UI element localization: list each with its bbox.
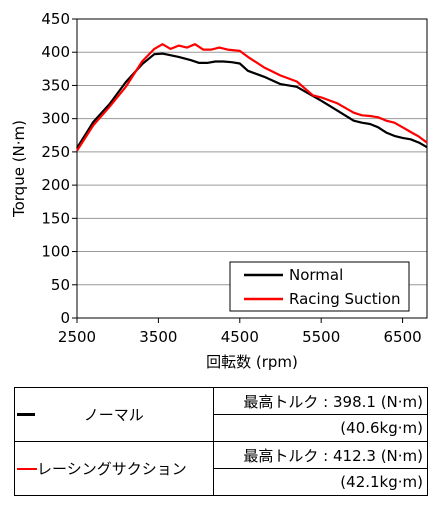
y-tick-label-400: 400 bbox=[41, 43, 70, 61]
series-lines bbox=[76, 43, 428, 152]
legend: Normal Racing Suction bbox=[229, 261, 410, 312]
red-line-icon bbox=[17, 467, 37, 470]
table-row: ノーマル 最高トルク : 398.1 (N·m) bbox=[14, 387, 429, 442]
max-torque-racing-suction: 最高トルク : 412.3 (N·m) bbox=[212, 441, 429, 469]
x-tick-label-3500: 3500 bbox=[139, 328, 177, 346]
series-name-normal: ノーマル bbox=[83, 406, 144, 424]
table-row: レーシングサクション 最高トルク : 412.3 (N·m) bbox=[14, 441, 429, 496]
spec-table: ノーマル 最高トルク : 398.1 (N·m) (40.6kg·m) レーシン… bbox=[14, 387, 429, 496]
y-tick-label-250: 250 bbox=[41, 143, 70, 161]
table-row: (40.6kg·m) bbox=[15, 414, 429, 442]
table-row: (42.1kg·m) bbox=[15, 468, 429, 496]
black-line-icon bbox=[17, 413, 35, 416]
legend-label-normal: Normal bbox=[289, 266, 343, 284]
x-axis-title: 回転数 (rpm) bbox=[206, 353, 298, 371]
series-cell-racing-suction: レーシングサクション bbox=[14, 441, 214, 496]
y-tick-label-200: 200 bbox=[41, 176, 70, 194]
y-tick-label-150: 150 bbox=[41, 209, 70, 227]
series-line-normal bbox=[76, 52, 428, 149]
series-line-racing-suction bbox=[76, 43, 428, 152]
max-torque-kgm-normal: (40.6kg·m) bbox=[212, 414, 429, 442]
legend-label-racing-suction: Racing Suction bbox=[289, 290, 401, 308]
y-tick-label-300: 300 bbox=[41, 110, 70, 128]
legend-box bbox=[229, 261, 410, 312]
y-tick-label-50: 50 bbox=[51, 276, 70, 294]
gridlines bbox=[77, 51, 427, 286]
plot-area-frame bbox=[76, 18, 428, 319]
max-torque-normal: 最高トルク : 398.1 (N·m) bbox=[212, 387, 429, 415]
series-name-racing-suction: レーシングサクション bbox=[37, 460, 187, 478]
y-axis-title: Torque (N·m) bbox=[10, 120, 28, 218]
x-tick-label-2500: 2500 bbox=[58, 328, 96, 346]
x-tick-label-5500: 5500 bbox=[302, 328, 340, 346]
y-tick-label-100: 100 bbox=[41, 243, 70, 261]
torque-chart: 0 50 100 150 200 250 300 350 400 450 2500 3500 4500 5… bbox=[10, 10, 428, 371]
y-tick-label-450: 450 bbox=[41, 10, 70, 28]
max-torque-kgm-racing-suction: (42.1kg·m) bbox=[212, 468, 429, 496]
axes: 0 50 100 150 200 250 300 350 400 450 2500 3500 4500 5… bbox=[41, 10, 421, 346]
y-tick-label-350: 350 bbox=[41, 76, 70, 94]
series-cell-normal: ノーマル bbox=[14, 387, 214, 442]
x-tick-label-4500: 4500 bbox=[221, 328, 259, 346]
x-tick-label-6500: 6500 bbox=[383, 328, 421, 346]
y-tick-label-0: 0 bbox=[60, 309, 70, 327]
